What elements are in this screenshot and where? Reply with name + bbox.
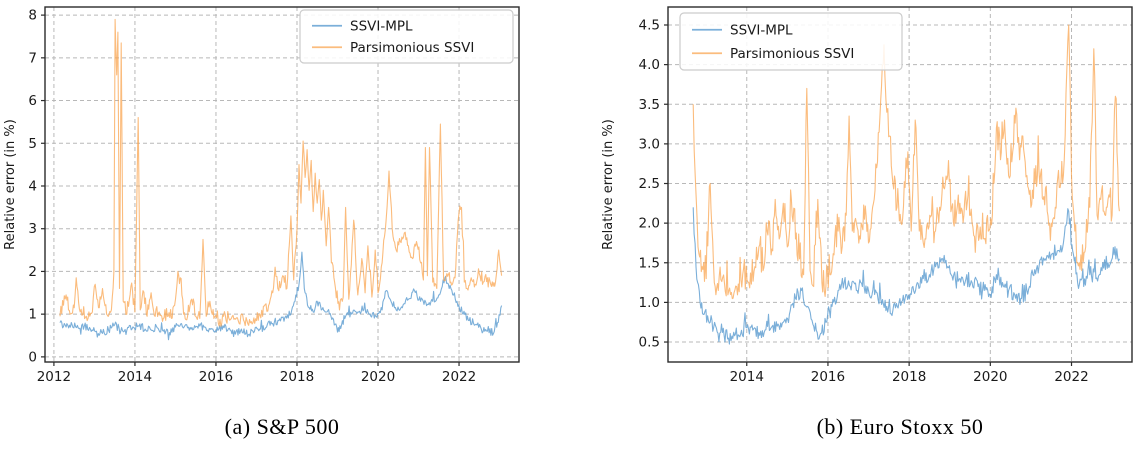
y-tick-label: 3 (28, 221, 37, 237)
legend: SSVI-MPL Parsimonious SSVI (679, 12, 903, 71)
x-tick-label: 2018 (892, 369, 926, 385)
y-tick-label: 8 (28, 8, 37, 24)
y-tick-label: 2.0 (639, 216, 660, 232)
legend-label-1: Parsimonious SSVI (730, 46, 854, 62)
series-line-ssvi-mpl (692, 207, 1120, 345)
y-tick-label: 4.0 (639, 57, 660, 73)
y-tick-label: 7 (28, 50, 37, 66)
chart-b-eurostoxx-canvas: 2014 2016 2018 2020 2022 0.5 1.0 1.5 2.0 2.5 3.0 3.… (601, 6, 1133, 385)
legend-label-1: Parsimonious SSVI (350, 40, 474, 56)
legend: SSVI-MPL Parsimonious SSVI (299, 9, 514, 64)
y-tick-label: 1 (28, 307, 37, 323)
x-tick-label: 2014 (118, 369, 152, 385)
axes-spines (667, 6, 1133, 363)
y-tick-label: 3.0 (639, 136, 660, 152)
legend-label-0: SSVI-MPL (730, 22, 793, 38)
chart-a-caption: (a) S&P 500 (224, 414, 340, 439)
y-tick-label: 1.5 (639, 255, 660, 271)
tick-labels-eurostoxx: 2014 2016 2018 2020 2022 0.5 1.0 1.5 2.0 2.5 3.0 3.… (639, 17, 1089, 385)
y-tick-label: 2.5 (639, 176, 660, 192)
x-tick-label: 2022 (442, 369, 476, 385)
x-tick-label: 2014 (730, 369, 764, 385)
x-tick-label: 2020 (973, 369, 1007, 385)
series-line-ssvi-mpl (59, 251, 503, 341)
series-line-parsimonious-ssvi (59, 18, 503, 327)
y-axis-label: Relative error (in %) (601, 119, 616, 250)
x-tick-label: 2016 (811, 369, 845, 385)
chart-b-caption: (b) Euro Stoxx 50 (816, 414, 984, 439)
y-tick-label: 6 (28, 93, 37, 109)
y-tick-label: 1.0 (639, 295, 660, 311)
y-axis-label: Relative error (in %) (3, 119, 18, 250)
y-tick-label: 2 (28, 264, 37, 280)
ticks-eurostoxx (664, 24, 1073, 366)
y-tick-label: 4 (28, 178, 37, 194)
y-tick-label: 4.5 (639, 17, 660, 33)
legend-label-0: SSVI-MPL (350, 18, 413, 34)
y-tick-label: 0 (28, 349, 37, 365)
x-tick-label: 2020 (361, 369, 395, 385)
series-line-parsimonious-ssvi (692, 24, 1120, 300)
tick-labels-sp500: 2012 2014 2016 2018 2020 2022 0 1 2 3 4 5 6 7 8 (28, 8, 476, 385)
x-tick-label: 2016 (199, 369, 233, 385)
ticks-sp500 (41, 14, 460, 366)
y-tick-label: 0.5 (639, 335, 660, 351)
x-tick-label: 2012 (37, 369, 71, 385)
y-tick-label: 5 (28, 136, 37, 152)
x-tick-label: 2022 (1054, 369, 1088, 385)
y-tick-label: 3.5 (639, 97, 660, 113)
x-tick-label: 2018 (280, 369, 314, 385)
chart-a-sp500-canvas: 2012 2014 2016 2018 2020 2022 0 1 2 3 4 5 6 7 8 Relativ… (3, 6, 520, 385)
axes-spines (44, 6, 520, 363)
